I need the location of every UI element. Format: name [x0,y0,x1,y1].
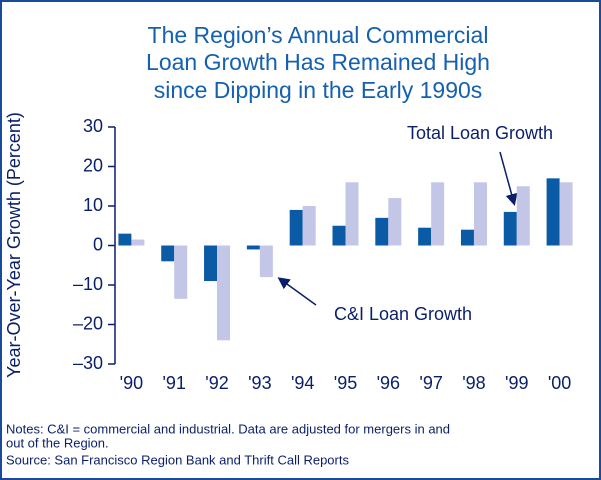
bar [418,227,432,246]
annotation: Total Loan Growth [407,123,553,143]
y-tick-label: 20 [83,155,103,175]
x-tick-label: '00 [548,373,571,393]
bar [246,245,260,250]
chart-title: The Region’s Annual Commercial [148,22,489,48]
bar [161,245,175,262]
annotation: C&I Loan Growth [334,304,472,324]
y-tick-label: –20 [73,313,103,333]
x-tick-label: '90 [120,373,143,393]
y-tick-label: 30 [83,116,103,136]
bar [460,229,474,246]
bar [204,245,218,282]
bar [131,239,145,246]
bar [375,217,389,246]
bar [289,209,303,246]
bar [174,245,188,299]
bar [259,245,273,278]
x-tick-label: '95 [334,373,357,393]
x-tick-label: '98 [462,373,485,393]
bar [431,182,445,246]
y-tick-label: 0 [93,234,103,254]
annotation-arrow [499,151,518,206]
x-tick-label: '94 [291,373,314,393]
bar [388,198,402,246]
annotation-arrow [277,277,317,306]
chart-title: since Dipping in the Early 1990s [154,77,483,103]
chart-title: Loan Growth Has Remained High [146,49,490,75]
x-tick-label: '99 [505,373,528,393]
bar [503,211,517,246]
bar [217,245,231,341]
y-axis-label: Year-Over-Year Growth (Percent) [4,112,24,378]
x-tick-label: '97 [419,373,442,393]
y-tick-label: –30 [73,353,103,373]
x-tick-label: '92 [205,373,228,393]
bar [546,178,560,246]
x-tick-label: '96 [377,373,400,393]
x-tick-label: '91 [162,373,185,393]
bar [345,182,359,246]
bar [302,206,316,246]
x-tick-label: '93 [248,373,271,393]
note: Notes: C&I = commercial and industrial. … [6,421,450,436]
bar [473,182,487,246]
bar [118,233,132,246]
y-tick-label: –10 [73,274,103,294]
y-tick-label: 10 [83,195,103,215]
source: Source: San Francisco Region Bank and Th… [6,452,349,467]
bar [516,186,530,246]
note: out of the Region. [6,435,109,450]
bar [332,225,346,246]
bar [559,182,573,246]
